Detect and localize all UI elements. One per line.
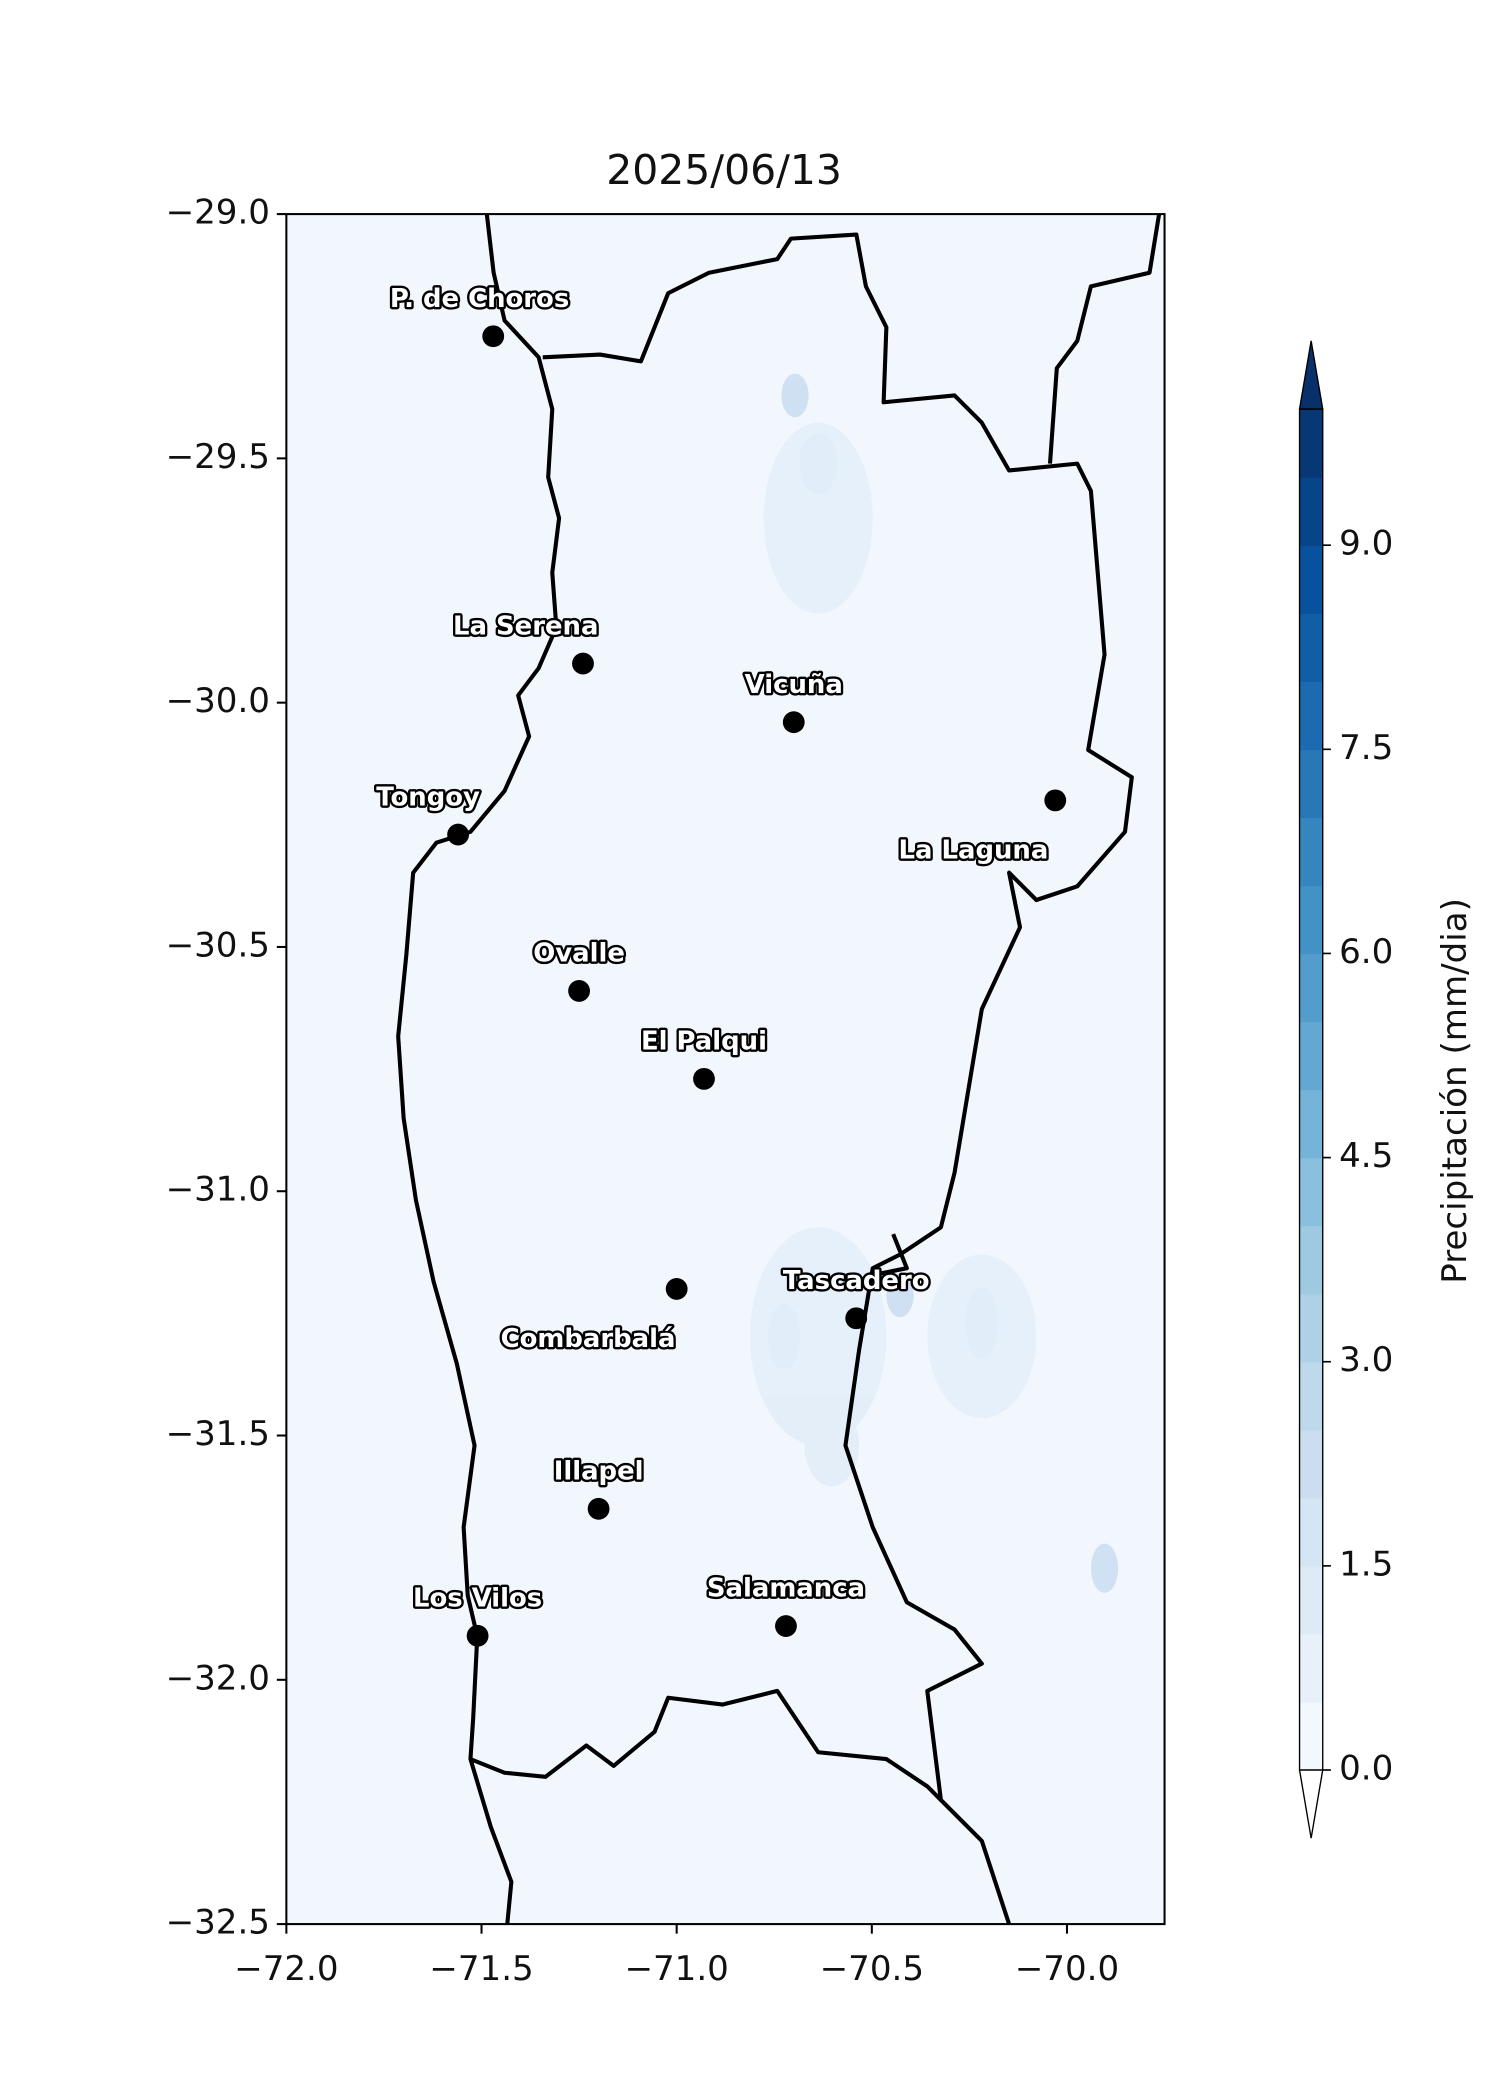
- city-label: Los Vilos: [413, 1584, 542, 1614]
- city-marker: [572, 652, 594, 675]
- city-marker: [693, 1067, 715, 1090]
- colorbar-band: [1299, 1225, 1323, 1295]
- city-label: La Serena: [453, 611, 598, 641]
- city-marker: [775, 1615, 797, 1637]
- y-tick-label: −29.5: [166, 437, 270, 477]
- region-border-small: [872, 1233, 909, 1278]
- city-marker: [447, 823, 470, 846]
- colorbar-band: [1299, 1565, 1323, 1635]
- city-label: Illapel: [554, 1456, 644, 1486]
- colorbar-tick-label: 7.5: [1339, 728, 1393, 768]
- city-label: Tongoy: [376, 782, 480, 812]
- colorbar-band: [1299, 1293, 1323, 1363]
- colorbar-band: [1299, 545, 1323, 614]
- city-label: P. de Choros: [390, 284, 569, 314]
- city-marker: [466, 1624, 489, 1647]
- colorbar-tick-label: 4.5: [1339, 1136, 1393, 1176]
- city-label: La Laguna: [899, 835, 1049, 865]
- colorbar-frame: [1298, 408, 1324, 1771]
- colorbar-band: [1299, 817, 1323, 887]
- y-tick-label: −30.0: [166, 681, 270, 721]
- y-tick-label: −30.5: [166, 925, 270, 965]
- city-label: Salamanca: [707, 1574, 865, 1604]
- x-tick-label: −71.5: [429, 1949, 533, 1989]
- colorbar-band: [1299, 749, 1323, 819]
- colorbar-extend-max: [1298, 340, 1324, 410]
- city-marker: [568, 980, 590, 1002]
- city-label: El Palqui: [641, 1027, 767, 1057]
- y-tick-label: −32.0: [166, 1658, 270, 1698]
- city-label: Tascadero: [783, 1266, 930, 1296]
- colorbar-band: [1299, 1021, 1323, 1091]
- x-tick-label: −71.0: [624, 1949, 728, 1989]
- x-tick-label: −70.0: [1015, 1949, 1119, 1989]
- city-marker: [845, 1307, 868, 1330]
- city-label: Combarbalá: [501, 1324, 676, 1354]
- region-border-north-east: [542, 232, 1134, 1925]
- colorbar-band: [1299, 953, 1323, 1023]
- city-label: Vicuña: [745, 670, 843, 700]
- region-border-south: [469, 1688, 943, 1802]
- plot-layer: −72.0 −71.5 −71.0 −70.5 −70.0 −29.0 −29.5 −30.0…: [166, 193, 1394, 1989]
- y-tick-label: −32.5: [166, 1903, 270, 1943]
- map-title: 2025/06/13: [606, 146, 842, 194]
- colorbar-extend-min: [1298, 1769, 1324, 1839]
- city-marker: [1044, 789, 1067, 812]
- colorbar-tick-label: 9.0: [1339, 524, 1393, 564]
- colorbar-band: [1299, 409, 1323, 478]
- colorbar-band: [1299, 1089, 1323, 1159]
- city-marker: [665, 1278, 688, 1300]
- map-area: [286, 214, 1165, 1925]
- colorbar-tick-label: 6.0: [1339, 932, 1393, 972]
- colorbar-band: [1299, 681, 1323, 750]
- colorbar-band: [1299, 1497, 1323, 1567]
- y-tick-label: −31.0: [166, 1170, 270, 1210]
- international-border: [1047, 214, 1162, 464]
- colorbar-band: [1299, 1429, 1323, 1499]
- colorbar-label: Precipitación (mm/dia): [1435, 898, 1475, 1284]
- axes-frame: [285, 213, 1166, 1926]
- y-tick-label: −29.0: [166, 193, 270, 233]
- precip-field: [286, 214, 1165, 1925]
- colorbar-tick-label: 3.0: [1339, 1340, 1393, 1380]
- city-marker: [587, 1497, 610, 1520]
- colorbar-tick-label: 0.0: [1339, 1749, 1393, 1789]
- y-tick-label: −31.5: [166, 1414, 270, 1454]
- colorbar-band: [1299, 1633, 1323, 1703]
- colorbar-band: [1299, 1361, 1323, 1431]
- colorbar-band: [1299, 477, 1323, 546]
- city-marker: [782, 711, 805, 734]
- city-label: Ovalle: [533, 939, 625, 969]
- colorbar-band: [1299, 1157, 1323, 1227]
- colorbar-band: [1299, 1701, 1323, 1771]
- colorbar-tick-label: 1.5: [1339, 1544, 1393, 1584]
- colorbar-band: [1299, 885, 1323, 955]
- x-tick-label: −70.5: [820, 1949, 924, 1989]
- colorbar-band: [1299, 613, 1323, 682]
- x-tick-label: −72.0: [234, 1949, 338, 1989]
- city-marker: [482, 325, 505, 348]
